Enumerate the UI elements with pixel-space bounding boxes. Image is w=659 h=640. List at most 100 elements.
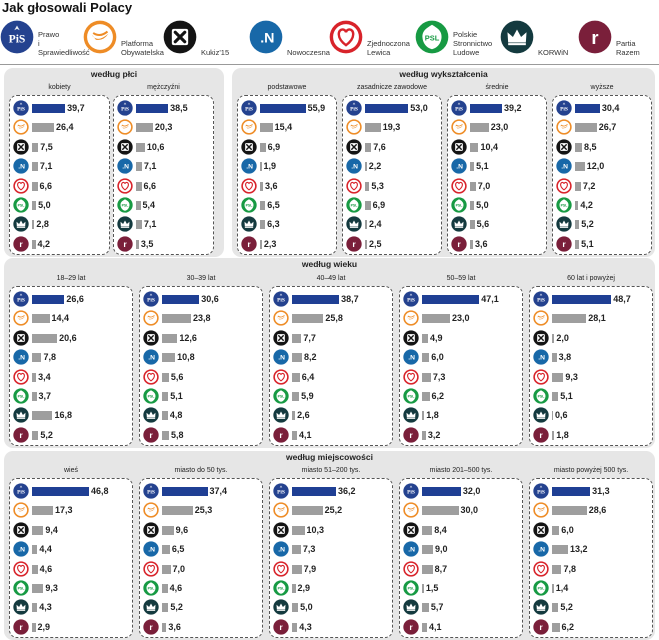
bar-row-psl: PSL 5,0 xyxy=(451,197,543,213)
svg-text:PSL: PSL xyxy=(278,395,286,399)
bar-kukiz xyxy=(32,142,39,152)
data-label: 9,3 xyxy=(565,371,578,382)
bar-psl xyxy=(292,584,296,593)
bar-row-pis: PiS 26,6 xyxy=(13,291,129,307)
bar-row-kukiz: 10,3 xyxy=(273,522,389,538)
svg-text:PiS: PiS xyxy=(277,298,285,304)
svg-text:r: r xyxy=(19,430,23,440)
bar-psl xyxy=(422,392,430,401)
bar-zl xyxy=(552,372,564,382)
bar-psl xyxy=(292,392,300,401)
data-label: 5,2 xyxy=(560,602,573,613)
data-label: 15,4 xyxy=(274,122,293,133)
data-label: 3,8 xyxy=(558,352,572,363)
kukiz-icon xyxy=(273,522,289,538)
bar-n xyxy=(32,162,38,172)
panel-box xyxy=(139,286,263,446)
bar-zl xyxy=(260,181,263,191)
bar-razem xyxy=(260,239,262,249)
bar-zl xyxy=(136,181,142,191)
pis-icon: PiS xyxy=(403,483,419,499)
bar-po xyxy=(260,123,273,133)
razem-icon: r xyxy=(241,236,257,252)
svg-text:.N: .N xyxy=(18,355,25,362)
data-label: 6,2 xyxy=(561,621,575,632)
data-label: 5,1 xyxy=(476,161,489,172)
razem-icon: r xyxy=(143,427,159,443)
bar-row-korwin: 5,6 xyxy=(451,216,543,233)
bar-korwin xyxy=(552,603,559,613)
data-label: 48,7 xyxy=(613,294,631,304)
nowoczesna-icon: .N xyxy=(403,541,419,557)
psl-icon: PSL xyxy=(13,197,29,213)
bar-zl xyxy=(292,564,302,574)
bar-korwin xyxy=(552,411,553,421)
bar-korwin xyxy=(32,220,35,230)
zl-icon xyxy=(403,560,419,577)
chart-panel: 50–59 lat PiS 47,1 23,0 4,9 .N 6,0 7,3 PSL 6,2 1,8… xyxy=(399,275,523,446)
bar-pis xyxy=(32,487,89,496)
bar-row-razem: r 3,5 xyxy=(117,236,210,252)
nowoczesna-icon: .N xyxy=(533,349,549,365)
party-legend: PiS Prawo i Sprawiedliwość Platforma Obywa… xyxy=(0,19,659,63)
bar-row-po: 28,1 xyxy=(533,310,649,327)
bar-n xyxy=(260,162,262,172)
data-label: 5,0 xyxy=(476,200,489,210)
panel-category-label: miasto do 50 tys. xyxy=(174,467,228,474)
svg-text:r: r xyxy=(562,239,566,249)
bar-row-po: 30,0 xyxy=(403,502,519,519)
bar-kukiz xyxy=(32,525,44,535)
bar-row-razem: r 5,2 xyxy=(13,427,129,443)
bar-razem xyxy=(422,430,426,440)
bar-row-po: 23,8 xyxy=(143,310,259,327)
data-label: 7,9 xyxy=(303,563,317,574)
data-label: 2,9 xyxy=(37,621,51,632)
bar-row-zl: 7,8 xyxy=(533,560,649,577)
razem-icon: r xyxy=(13,619,29,635)
data-label: 8,7 xyxy=(434,563,448,574)
bar-row-kukiz: 7,6 xyxy=(346,139,438,155)
bar-zl xyxy=(552,564,562,574)
data-label: 0,6 xyxy=(555,410,568,421)
po-icon xyxy=(533,310,549,327)
bar-row-razem: r 3,6 xyxy=(451,236,543,252)
bar-pis xyxy=(32,104,66,113)
data-label: 10,6 xyxy=(146,141,165,152)
svg-text:PSL: PSL xyxy=(538,587,546,591)
bar-row-pis: PiS 46,8 xyxy=(13,483,129,499)
kukiz-icon xyxy=(13,522,29,538)
svg-text:PiS: PiS xyxy=(560,107,568,113)
svg-text:.N: .N xyxy=(260,30,274,46)
svg-text:PSL: PSL xyxy=(408,587,416,591)
svg-text:.N: .N xyxy=(278,547,285,554)
bar-korwin xyxy=(32,411,53,421)
data-label: 7,8 xyxy=(563,563,576,574)
nowoczesna-icon: .N xyxy=(533,541,549,557)
data-label: 5,0 xyxy=(38,200,51,210)
data-label: 30,0 xyxy=(460,505,479,516)
nowoczesna-icon: .N xyxy=(117,158,133,174)
korwin-icon xyxy=(143,599,159,616)
data-label: 5,1 xyxy=(581,238,594,249)
data-label: 6,9 xyxy=(267,141,281,152)
svg-text:PiS: PiS xyxy=(537,298,545,304)
bar-row-kukiz: 12,6 xyxy=(143,330,259,346)
data-label: 7,0 xyxy=(477,180,491,191)
bar-row-po: 17,3 xyxy=(13,502,129,519)
chart-panel: 60 lat i powyżej PiS 48,7 28,1 2,0 .N 3,8 9,3 PS… xyxy=(529,275,653,446)
zl-icon xyxy=(451,177,467,194)
bar-row-n: .N 12,0 xyxy=(556,158,648,174)
data-label: 4,1 xyxy=(298,429,312,440)
pis-icon: PiS xyxy=(346,100,362,116)
bar-row-n: .N 13,2 xyxy=(533,541,649,557)
bar-korwin xyxy=(422,603,429,613)
psl-icon: PSL xyxy=(13,580,29,596)
bar-row-zl: 8,7 xyxy=(403,560,519,577)
data-label: 39,2 xyxy=(504,103,522,113)
data-label: 38,7 xyxy=(341,294,359,304)
bar-row-psl: PSL 2,9 xyxy=(273,580,389,596)
data-label: 4,6 xyxy=(39,563,53,574)
psl-icon: PSL xyxy=(13,388,29,404)
svg-text:PiS: PiS xyxy=(17,107,25,113)
po-icon xyxy=(451,119,467,136)
